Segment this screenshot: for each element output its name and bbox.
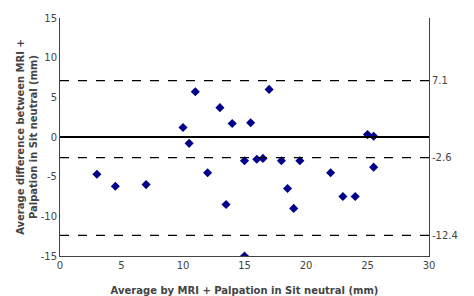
svg-text:10: 10	[177, 260, 190, 271]
svg-text:-12.4: -12.4	[432, 230, 458, 241]
svg-text:15: 15	[238, 260, 251, 271]
svg-text:0: 0	[51, 132, 57, 143]
svg-text:Average by MRI + Palpation in: Average by MRI + Palpation in Sit neutra…	[111, 285, 379, 296]
svg-text:10: 10	[44, 52, 57, 63]
svg-text:-10: -10	[41, 211, 57, 222]
svg-text:5: 5	[51, 92, 57, 103]
svg-text:25: 25	[361, 260, 374, 271]
svg-text:-2.6: -2.6	[432, 152, 452, 163]
svg-text:Average difference between MRI: Average difference between MRI +Palpatio…	[15, 39, 39, 235]
svg-text:5: 5	[118, 260, 124, 271]
svg-text:-15: -15	[41, 251, 57, 262]
svg-text:15: 15	[44, 13, 57, 24]
svg-text:20: 20	[300, 260, 313, 271]
svg-text:0: 0	[57, 260, 63, 271]
svg-text:-5: -5	[47, 171, 57, 182]
svg-text:30: 30	[423, 260, 436, 271]
svg-text:7.1: 7.1	[432, 75, 448, 86]
